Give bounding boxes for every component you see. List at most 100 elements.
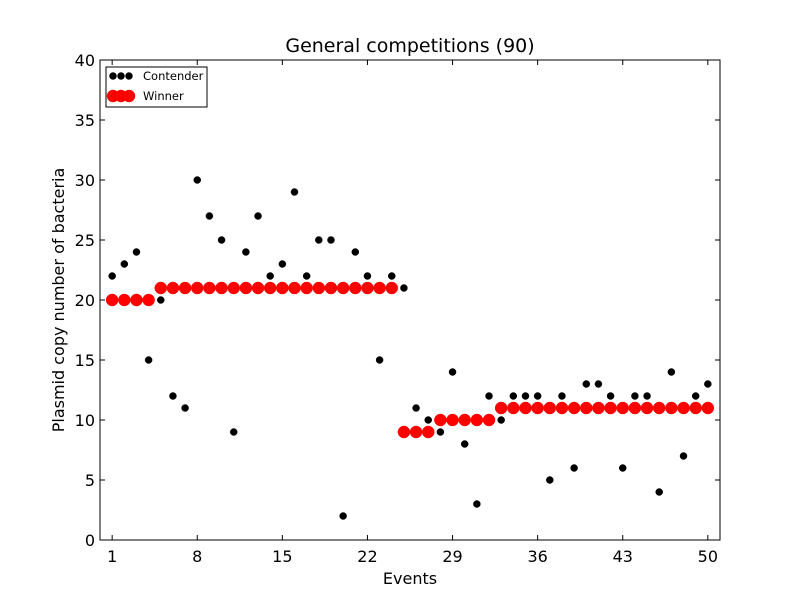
contender-point <box>546 476 554 484</box>
winner-point <box>482 413 496 427</box>
contender-point <box>266 272 274 280</box>
contender-point <box>412 404 420 412</box>
contender-point <box>290 188 299 196</box>
legend-label: Winner <box>143 89 184 103</box>
winner-point <box>385 281 399 295</box>
contender-point <box>558 392 566 400</box>
contender-point <box>388 272 396 280</box>
contender-point <box>278 260 287 268</box>
axis-ticks: 1 8 15 22 29 36 43 50 0 5 10 15 20 25 30 35 40 <box>75 51 720 566</box>
x-tick-label: 43 <box>613 547 633 566</box>
winner-point <box>288 281 301 295</box>
legend-marker <box>125 72 133 80</box>
series-winner <box>105 281 715 439</box>
y-tick-label: 20 <box>75 291 95 310</box>
contender-point <box>631 392 639 400</box>
winner-point <box>105 293 119 307</box>
winner-point <box>640 401 654 415</box>
legend-marker <box>109 72 117 80</box>
contender-point <box>497 416 505 424</box>
data-points <box>105 176 715 520</box>
winner-point <box>543 401 557 415</box>
chart-title: General competitions (90) <box>285 35 534 57</box>
contender-point <box>132 248 141 256</box>
contender-point <box>229 428 238 436</box>
legend-label: Contender <box>143 69 204 83</box>
winner-point <box>628 401 642 415</box>
winner-point <box>458 413 471 427</box>
winner-point <box>336 281 350 295</box>
winner-point <box>239 281 253 295</box>
y-tick-label: 40 <box>75 51 95 70</box>
winner-point <box>567 401 581 415</box>
winner-point <box>470 413 484 427</box>
winner-point <box>300 281 313 295</box>
contender-point <box>582 380 591 388</box>
winner-point <box>555 401 569 415</box>
contender-point <box>193 176 202 184</box>
x-tick-label: 1 <box>107 547 117 566</box>
contender-point <box>618 464 627 472</box>
contender-point <box>120 260 129 268</box>
x-tick-label: 22 <box>357 547 377 566</box>
winner-point <box>397 425 411 439</box>
contender-point <box>485 392 493 400</box>
x-tick-label: 36 <box>527 547 547 566</box>
winner-point <box>689 401 702 415</box>
legend: Contender Winner <box>105 66 208 108</box>
y-tick-label: 5 <box>85 471 95 490</box>
winner-point <box>203 281 216 295</box>
winner-point <box>421 425 435 439</box>
y-tick-label: 0 <box>85 531 95 550</box>
winner-point <box>349 281 362 295</box>
winner-point <box>652 401 666 415</box>
x-tick-label: 29 <box>442 547 462 566</box>
y-tick-label: 15 <box>75 351 95 370</box>
winner-point <box>531 401 544 415</box>
contender-point <box>217 236 226 244</box>
contender-point <box>691 392 700 400</box>
contender-point <box>509 392 518 400</box>
winner-point <box>118 293 131 307</box>
contender-point <box>521 392 530 400</box>
contender-point <box>533 392 542 400</box>
contender-point <box>667 368 676 376</box>
contender-point <box>473 500 481 508</box>
x-tick-label: 50 <box>698 547 718 566</box>
contender-point <box>169 392 177 400</box>
winner-point <box>494 401 508 415</box>
contender-point <box>339 512 347 520</box>
y-axis-label: Plasmid copy number of bacteria <box>49 168 68 433</box>
contender-point <box>643 392 651 400</box>
winner-point <box>701 401 715 415</box>
legend-marker <box>117 72 125 80</box>
legend-entry-winner: Winner <box>106 89 184 103</box>
contender-point <box>704 380 712 388</box>
contender-point <box>424 416 432 424</box>
winner-point <box>665 401 678 415</box>
winner-point <box>677 401 690 415</box>
winner-point <box>166 281 180 295</box>
winner-point <box>227 281 240 295</box>
contender-point <box>570 464 578 472</box>
winner-point <box>373 281 386 295</box>
contender-point <box>460 440 469 448</box>
winner-point <box>604 401 617 415</box>
winner-point <box>263 281 277 295</box>
legend-entry-contender: Contender <box>109 69 204 83</box>
contender-point <box>144 356 153 364</box>
y-tick-label: 30 <box>75 171 95 190</box>
winner-point <box>434 413 447 427</box>
winner-point <box>312 281 326 295</box>
contender-point <box>157 296 165 304</box>
winner-point <box>361 281 374 295</box>
winner-point <box>616 401 629 415</box>
contender-point <box>679 452 688 460</box>
y-tick-label: 10 <box>75 411 95 430</box>
contender-point <box>242 248 250 256</box>
winner-point <box>142 293 155 307</box>
y-tick-label: 25 <box>75 231 95 250</box>
contender-point <box>363 272 372 280</box>
contender-point <box>327 236 335 244</box>
